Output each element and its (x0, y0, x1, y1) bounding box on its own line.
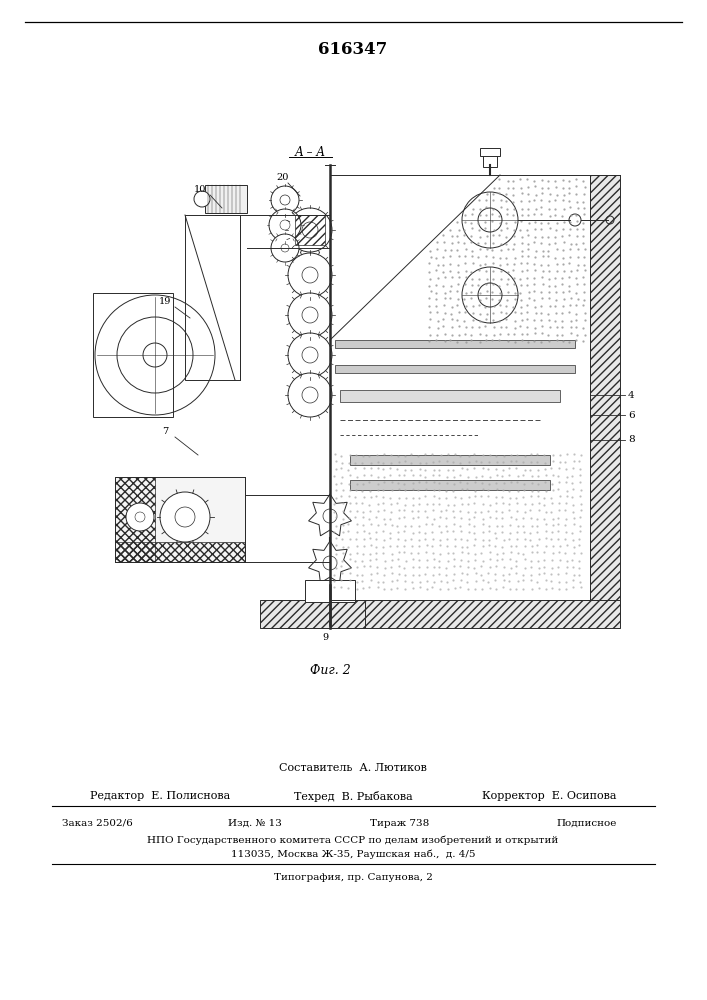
Circle shape (271, 186, 299, 214)
Bar (335, 340, 575, 348)
Text: 6: 6 (628, 410, 635, 420)
Bar (93, 293, 173, 417)
Bar (115, 542, 245, 562)
Polygon shape (308, 541, 351, 583)
Text: 113035, Москва Ж-35, Раушская наб.,  д. 4/5: 113035, Москва Ж-35, Раушская наб., д. 4… (230, 849, 475, 859)
Circle shape (288, 373, 332, 417)
Circle shape (271, 234, 299, 262)
Circle shape (462, 267, 518, 323)
Bar (295, 215, 325, 245)
Circle shape (95, 295, 215, 415)
Circle shape (194, 191, 210, 207)
Circle shape (126, 503, 154, 531)
Text: 4: 4 (628, 390, 635, 399)
Text: 7: 7 (162, 426, 168, 436)
Circle shape (288, 293, 332, 337)
Text: Фиг. 2: Фиг. 2 (310, 664, 351, 676)
Circle shape (160, 492, 210, 542)
Text: 616347: 616347 (318, 41, 387, 58)
Text: Техред  В. Рыбакова: Техред В. Рыбакова (293, 790, 412, 802)
Bar (115, 477, 155, 562)
Text: А – А: А – А (294, 145, 325, 158)
Bar (115, 477, 245, 562)
Bar (480, 148, 500, 156)
Text: Корректор  Е. Осипова: Корректор Е. Осипова (482, 791, 617, 801)
Text: Типография, пр. Сапунова, 2: Типография, пр. Сапунова, 2 (274, 874, 433, 882)
Text: 19: 19 (159, 296, 171, 306)
Text: 8: 8 (628, 436, 635, 444)
Bar (335, 365, 575, 373)
Circle shape (462, 192, 518, 248)
Bar (280, 600, 620, 628)
Bar (350, 455, 550, 465)
Text: Тираж 738: Тираж 738 (370, 818, 429, 828)
Bar (483, 155, 497, 167)
Bar (260, 600, 365, 628)
Text: 20: 20 (277, 174, 289, 182)
Circle shape (288, 208, 332, 252)
Text: Редактор  Е. Полиснова: Редактор Е. Полиснова (90, 791, 230, 801)
Bar (340, 390, 560, 402)
Text: Составитель  А. Лютиков: Составитель А. Лютиков (279, 763, 427, 773)
Bar (205, 185, 247, 213)
Bar (185, 215, 240, 380)
Text: 10: 10 (194, 184, 206, 194)
Circle shape (288, 253, 332, 297)
Polygon shape (308, 494, 351, 536)
Bar (350, 480, 550, 490)
Text: НПО Государственного комитета СССР по делам изобретений и открытий: НПО Государственного комитета СССР по де… (147, 835, 559, 845)
Text: Изд. № 13: Изд. № 13 (228, 818, 282, 828)
Circle shape (269, 209, 301, 241)
Text: Подписное: Подписное (556, 818, 617, 828)
Circle shape (288, 333, 332, 377)
Text: Заказ 2502/6: Заказ 2502/6 (62, 818, 133, 828)
Bar (590, 175, 620, 620)
Text: 9: 9 (322, 634, 328, 643)
Bar (305, 580, 355, 602)
